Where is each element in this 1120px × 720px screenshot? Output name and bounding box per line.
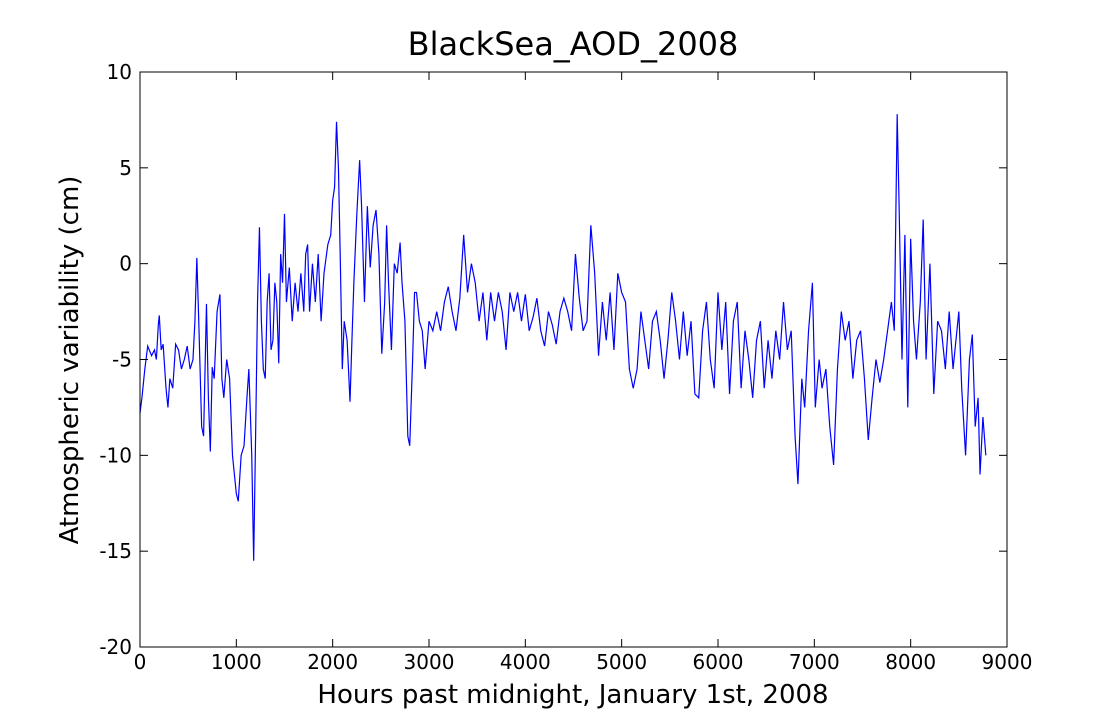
y-tick-label: 10 [107, 60, 132, 84]
x-axis-label: Hours past midnight, January 1st, 2008 [317, 680, 828, 710]
y-tick-label: -5 [112, 348, 132, 372]
x-tick-label: 1000 [211, 650, 262, 674]
x-tick-label: 0 [134, 650, 147, 674]
x-tick-label: 7000 [789, 650, 840, 674]
y-tick-label: 5 [119, 156, 132, 180]
x-tick-label: 8000 [885, 650, 936, 674]
x-tick-label: 2000 [307, 650, 358, 674]
plot-frame [139, 71, 1008, 648]
y-tick-label: -15 [99, 539, 132, 563]
x-tick-label: 6000 [693, 650, 744, 674]
y-tick-label: 0 [119, 252, 132, 276]
x-tick-label: 4000 [500, 650, 551, 674]
plot-area: 0 1000 2000 3000 4000 5000 6000 7000 8000 9000 -20… [99, 60, 1032, 674]
data-line [139, 114, 987, 561]
chart-title: BlackSea_AOD_2008 [408, 25, 739, 63]
x-tick-label: 3000 [404, 650, 455, 674]
y-tick-label: -20 [99, 635, 132, 659]
x-tick-label: 5000 [596, 650, 647, 674]
x-tick-label: 9000 [982, 650, 1033, 674]
y-axis-label: Atmospheric variability (cm) [55, 176, 85, 545]
y-tick-label: -10 [99, 443, 132, 467]
